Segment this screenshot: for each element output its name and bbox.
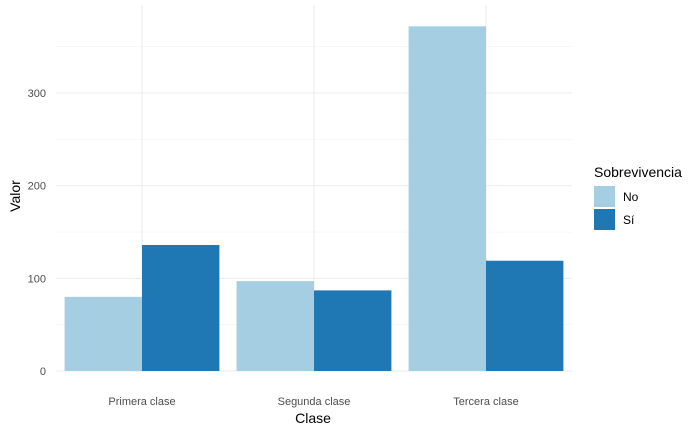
- x-axis-ticks: Primera clase Segunda clase Tercera clase: [108, 396, 518, 408]
- x-tick-label: Tercera clase: [453, 396, 518, 408]
- legend-label: Sí: [623, 213, 635, 227]
- x-axis-title: Clase: [295, 410, 331, 426]
- legend: Sobrevivencia No Sí: [594, 164, 682, 230]
- legend-label: No: [623, 190, 639, 204]
- legend-swatch: [594, 209, 615, 230]
- x-tick-label: Segunda clase: [278, 396, 351, 408]
- y-tick-label: 0: [40, 366, 46, 378]
- bar-sí: [142, 244, 220, 371]
- legend-title: Sobrevivencia: [594, 164, 682, 180]
- bar-no: [408, 26, 486, 371]
- y-axis-ticks: 0 100 200 300: [28, 88, 46, 378]
- legend-swatch: [594, 186, 615, 207]
- y-tick-label: 200: [28, 181, 46, 193]
- y-axis-title: Valor: [7, 180, 23, 212]
- x-tick-label: Primera clase: [108, 396, 175, 408]
- y-tick-label: 100: [28, 273, 46, 285]
- bar-no: [236, 281, 314, 371]
- bars: [64, 26, 564, 371]
- y-tick-label: 300: [28, 88, 46, 100]
- bar-no: [64, 296, 142, 371]
- bar-sí: [314, 290, 392, 371]
- bar-sí: [486, 260, 564, 371]
